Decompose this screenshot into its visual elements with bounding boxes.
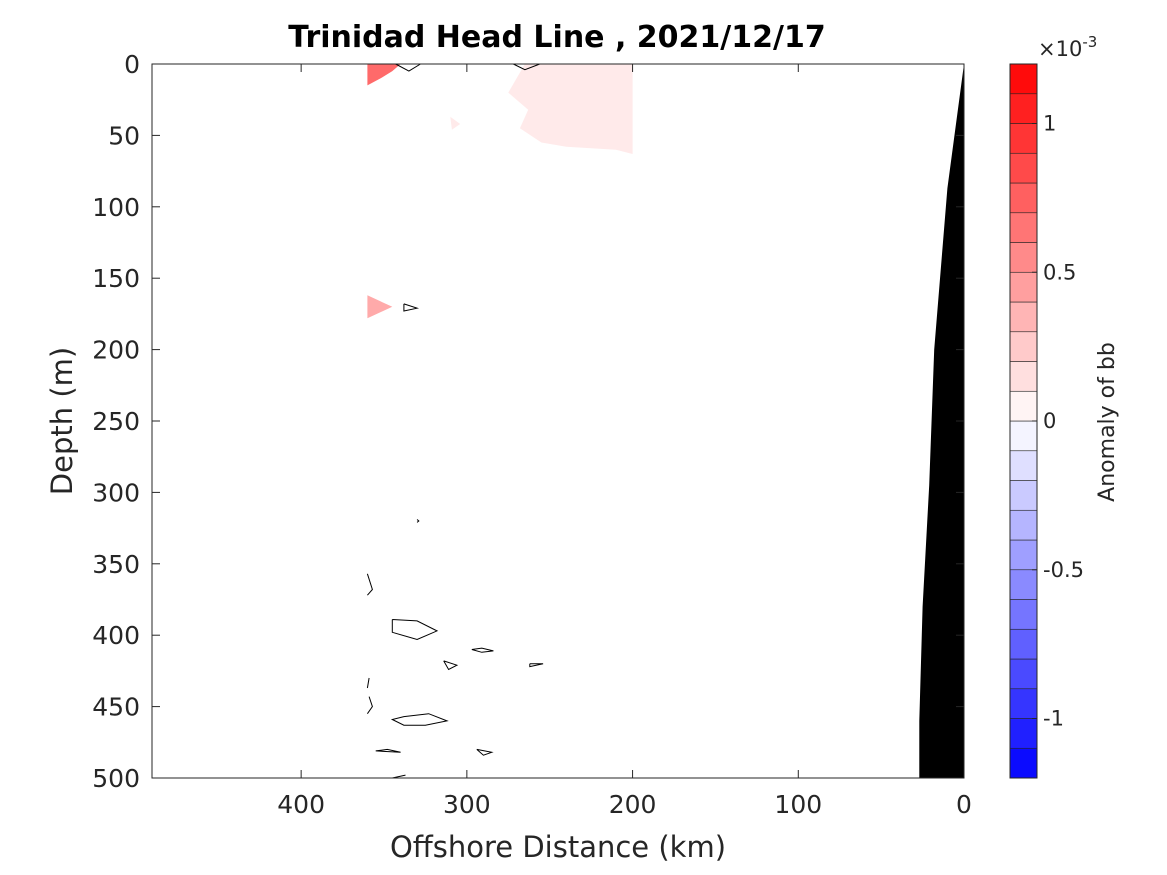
contour-line-4 [366,573,373,596]
colorbar-level [1009,212,1038,243]
colorbar-level [1009,271,1038,303]
colorbar-level [1009,420,1038,452]
x-tick-label: 100 [774,790,822,819]
colorbar-tick-label: -0.5 [1043,558,1084,582]
y-tick-label: 300 [92,478,140,507]
x-axis-title: Offshore Distance (km) [390,830,726,864]
contour-line-1 [513,63,540,71]
colorbar-level [1009,242,1038,273]
positive-anomaly-subsurface [367,295,393,319]
colorbar-level [1009,628,1038,660]
contour-line-9 [366,677,370,689]
colorbar-level [1009,539,1038,571]
colorbar: 1 0.5 0 -0.5 -1 [1009,63,1084,779]
y-tick-label: 450 [92,693,140,722]
x-tick-label: 300 [443,790,491,819]
colorbar-title: Anomaly of bb [1095,342,1120,502]
contour-line-3 [416,519,420,523]
colorbar-level [1009,63,1038,95]
colorbar-level [1009,390,1038,422]
colorbar-level [1009,718,1038,749]
colorbar-level [1009,450,1038,481]
colorbar-level [1009,658,1038,690]
colorbar-level [1009,331,1038,362]
seafloor-bathymetry [919,64,964,778]
contour-line-10 [366,696,373,714]
plot-area [151,63,965,779]
y-axis: 0 50 100 150 200 250 300 350 400 450 500 [92,50,964,793]
colorbar-level [1009,361,1038,392]
contour-line-7 [443,660,459,671]
colorbar-multiplier-base: ×10 [1038,37,1082,61]
y-tick-label: 400 [92,621,140,650]
chart-title: Trinidad Head Line , 2021/12/17 [288,20,825,55]
colorbar-tick-label: 0 [1043,409,1056,433]
colorbar-tick-label: 0.5 [1043,260,1076,284]
colorbar-tick-label: 1 [1043,112,1056,136]
contour-line-8 [529,663,544,668]
y-tick-label: 0 [124,50,140,79]
colorbar-tick-label: -1 [1043,707,1064,731]
contour-line-11 [390,713,449,726]
colorbar-level [1009,688,1038,719]
x-tick-label: 400 [277,790,325,819]
colorbar-level [1009,93,1038,124]
colorbar-level [1009,123,1038,154]
contour-line-6 [471,647,494,653]
contour-line-12 [375,748,401,753]
colorbar-level [1009,599,1038,630]
colorbar-multiplier-exponent: -3 [1082,33,1097,51]
plot-background [152,64,964,778]
positive-anomaly-surface-offshore [367,64,401,86]
colorbar-level [1009,152,1038,184]
contour-line-0 [395,63,421,72]
colorbar-level [1009,509,1038,541]
positive-anomaly-small [450,116,461,130]
colorbar-level [1009,747,1038,779]
colorbar-level [1009,301,1038,333]
x-axis: 400 300 200 100 0 [277,64,972,819]
colorbar-level [1009,569,1038,600]
y-tick-label: 350 [92,550,140,579]
y-tick-label: 200 [92,336,140,365]
colorbar-level [1009,480,1038,511]
contour-line-2 [403,303,420,312]
y-axis-title: Depth (m) [45,347,79,495]
y-tick-label: 100 [92,193,140,222]
y-tick-label: 250 [92,407,140,436]
x-tick-label: 0 [956,790,972,819]
contour-line-5 [391,619,439,641]
colorbar-level [1009,182,1038,214]
y-tick-label: 50 [108,121,140,150]
x-tick-label: 200 [609,790,657,819]
colorbar-multiplier: ×10-3 [1038,33,1097,61]
contour-line-13 [476,748,494,756]
positive-anomaly-patch-mid [508,64,633,154]
y-tick-label: 150 [92,264,140,293]
y-tick-label: 500 [92,764,140,793]
